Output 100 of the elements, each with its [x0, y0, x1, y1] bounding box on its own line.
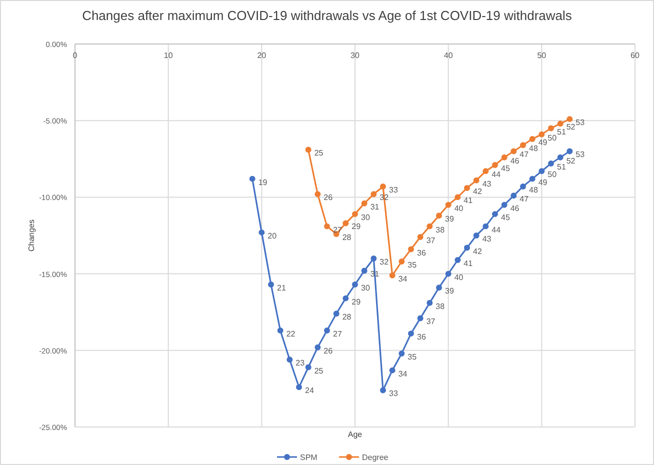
point	[417, 315, 424, 322]
x-tick-label: 60	[630, 51, 640, 60]
annotation: 29	[352, 297, 362, 306]
legend-label: Degree	[362, 453, 389, 462]
point	[408, 246, 414, 252]
point	[380, 387, 386, 394]
annotation: 36	[417, 332, 426, 342]
point	[361, 200, 368, 206]
point	[398, 350, 405, 356]
annotation: 22	[286, 329, 296, 338]
x-tick-label: 30	[350, 51, 360, 60]
point	[510, 192, 517, 199]
x-tick-label: 40	[444, 51, 454, 60]
annotation: 30	[361, 213, 370, 222]
annotation: 50	[548, 133, 558, 142]
annotation: 26	[324, 346, 334, 356]
point	[464, 185, 470, 191]
annotation: 51	[557, 127, 566, 136]
annotation: 44	[492, 170, 502, 180]
annotation: 25	[314, 148, 324, 158]
annotation: 45	[501, 164, 510, 174]
x-tick-label: 0	[72, 51, 78, 60]
annotation: 52	[566, 122, 576, 132]
point	[286, 356, 293, 363]
point	[548, 160, 554, 166]
point	[510, 148, 517, 154]
annotation: 21	[277, 284, 286, 293]
point	[492, 211, 498, 218]
annotation: 48	[529, 185, 538, 194]
annotation: 36	[417, 248, 426, 258]
point	[557, 120, 564, 127]
point	[361, 268, 368, 274]
annotation: 28	[342, 232, 352, 242]
annotation: 29	[352, 222, 362, 232]
point	[529, 176, 536, 182]
point	[557, 154, 564, 160]
annotation: 26	[324, 193, 334, 202]
annotation: 37	[426, 236, 436, 246]
point	[445, 202, 452, 208]
point	[305, 364, 312, 370]
annotation: 38	[436, 225, 446, 234]
point	[426, 300, 433, 306]
annotation: 28	[342, 312, 352, 322]
annotation: 19	[258, 178, 268, 187]
point	[417, 234, 424, 240]
point	[258, 229, 265, 236]
annotation: 35	[408, 260, 418, 270]
point	[370, 191, 377, 198]
point	[389, 272, 396, 278]
annotation: 48	[529, 144, 538, 154]
point	[398, 258, 405, 265]
point	[370, 256, 377, 262]
point	[389, 367, 396, 374]
annotation: 40	[454, 204, 464, 213]
annotation: 39	[445, 214, 454, 224]
point	[473, 177, 480, 184]
legend-label: SPM	[300, 453, 318, 462]
annotation: 50	[548, 170, 558, 180]
annotation: 49	[538, 178, 548, 187]
annotation: 30	[361, 284, 370, 293]
x-tick-label: 50	[537, 51, 547, 60]
point	[426, 223, 433, 230]
point	[454, 194, 461, 200]
point	[520, 142, 526, 148]
annotation: 31	[370, 202, 380, 212]
annotation: 27	[333, 329, 342, 338]
point	[249, 176, 256, 182]
annotation: 43	[482, 234, 492, 244]
point	[538, 168, 545, 174]
annotation: 45	[501, 213, 510, 222]
x-tick-label: 10	[164, 51, 174, 60]
annotation: 23	[296, 358, 306, 368]
point	[548, 125, 554, 132]
point	[324, 328, 330, 334]
annotation: 46	[510, 204, 520, 213]
point	[436, 212, 442, 219]
annotation: 43	[482, 179, 492, 188]
point	[380, 183, 386, 190]
annotation: 39	[445, 286, 454, 296]
point	[268, 282, 274, 288]
point	[464, 244, 470, 251]
point	[436, 284, 442, 291]
point	[501, 154, 508, 160]
point	[314, 344, 321, 350]
point	[296, 384, 302, 390]
annotation: 52	[566, 156, 576, 166]
point	[342, 295, 349, 302]
point	[408, 330, 414, 337]
annotation: 53	[576, 150, 586, 160]
annotation: 32	[380, 257, 390, 266]
x-axis-title: Age	[348, 430, 363, 439]
annotation: 46	[510, 156, 520, 166]
annotation: 44	[492, 225, 502, 234]
annotation: 47	[520, 150, 530, 160]
point	[473, 232, 480, 238]
annotation: 34	[398, 274, 408, 284]
point	[454, 257, 461, 263]
annotation: 42	[473, 246, 482, 256]
point	[305, 146, 312, 153]
annotation: 47	[520, 194, 530, 204]
